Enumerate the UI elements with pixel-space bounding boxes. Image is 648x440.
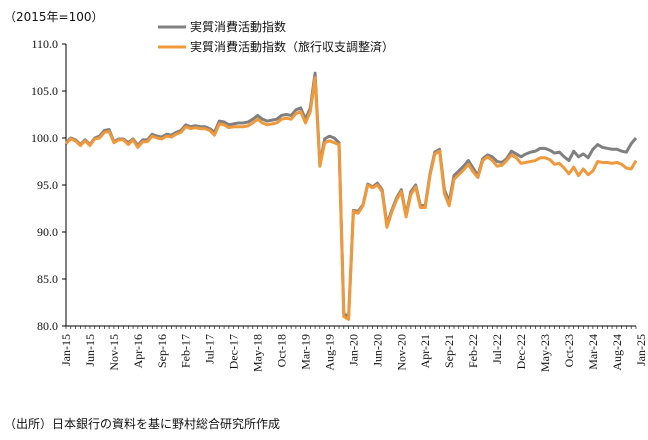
x-tick-label: Mar-19 — [298, 334, 312, 370]
x-tick-label: Aug-19 — [322, 334, 336, 371]
x-tick-label: Sep-16 — [155, 334, 169, 368]
x-tick-label: Feb-17 — [179, 334, 193, 368]
x-tick-label: Oct-23 — [562, 334, 576, 367]
x-tick-label: Jan-25 — [634, 334, 648, 366]
plot-area — [64, 71, 638, 321]
x-tick-label: Aug-24 — [610, 334, 624, 371]
source-note: （出所）日本銀行の資料を基に野村総合研究所作成 — [4, 417, 281, 431]
x-tick-label: Jul-17 — [203, 334, 217, 364]
x-axis: Jan-15 Jun-15 Nov-15 Apr-16 Sep-16 Feb-17 Jul-… — [59, 325, 648, 372]
y-tick-label: 80.0 — [37, 319, 58, 333]
y-tick-label: 105.0 — [31, 84, 58, 98]
x-tick-label: Nov-20 — [394, 334, 408, 371]
y-tick-label: 85.0 — [37, 272, 58, 286]
x-tick-label: May-18 — [251, 334, 265, 372]
legend-label-2: 実質消費活動指数（旅行収支調整済） — [190, 39, 394, 54]
x-tick-label: Jul-22 — [490, 334, 504, 364]
x-tick-label: Jun-20 — [370, 334, 384, 367]
x-tick-label: Apr-16 — [131, 334, 145, 368]
x-tick-label: Dec-17 — [227, 334, 241, 369]
y-tick-label: 100.0 — [31, 131, 58, 145]
y-tick-label: 95.0 — [37, 178, 58, 192]
x-tick-label: Nov-15 — [107, 334, 121, 371]
x-tick-label: Dec-22 — [514, 334, 528, 369]
x-tick-label: May-23 — [538, 334, 552, 372]
y-tick-label: 90.0 — [37, 225, 58, 239]
x-tick-label: Oct-18 — [275, 334, 289, 367]
x-tick-label: Jun-15 — [83, 334, 97, 367]
legend-label-1: 実質消費活動指数 — [190, 19, 286, 34]
y-axis: 80.0 85.0 90.0 95.0 100.0 105.0 110.0 — [31, 37, 67, 333]
series-line-2 — [64, 76, 638, 321]
y-tick-label: 110.0 — [31, 37, 58, 51]
unit-label: （2015年=100） — [4, 10, 104, 24]
x-tick-label: Feb-22 — [466, 334, 480, 368]
x-tick-label: Apr-21 — [418, 334, 432, 368]
x-tick-label: Jan-15 — [59, 334, 73, 366]
x-tick-label: Jan-20 — [346, 334, 360, 366]
x-tick-label: Sep-21 — [442, 334, 456, 368]
x-tick-label: Mar-24 — [586, 334, 600, 370]
